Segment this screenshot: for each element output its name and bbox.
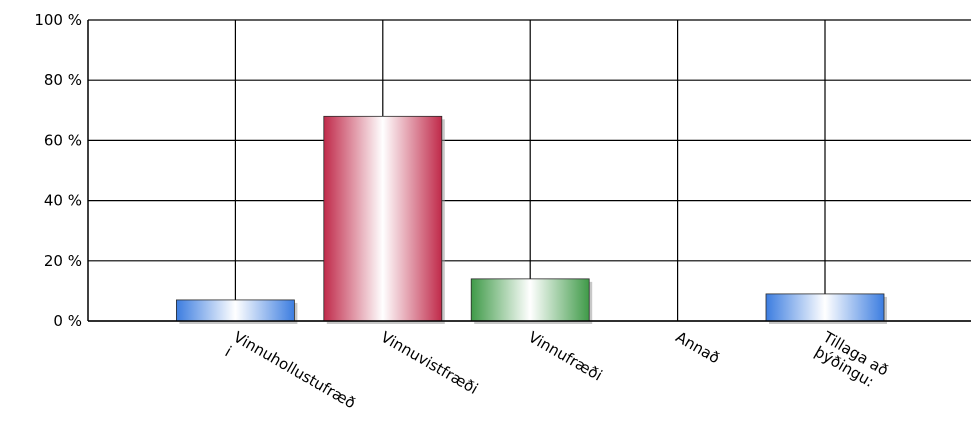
y-tick-label: 40 % — [44, 192, 82, 210]
axis-layer — [87, 20, 971, 322]
y-tick-label: 60 % — [44, 131, 82, 149]
x-category-label-line: i — [222, 343, 235, 361]
bar-1 — [323, 115, 443, 322]
x-category-label-2: Vinnufræði — [525, 328, 605, 385]
y-tick-label: 20 % — [44, 252, 82, 270]
bar-4 — [765, 293, 885, 322]
y-tick-label: 80 % — [44, 71, 82, 89]
x-category-label-line: Vinnufræði — [525, 328, 605, 385]
bar-layer — [175, 115, 885, 322]
grid-layer — [88, 19, 971, 322]
x-category-label-3: Annað — [673, 328, 723, 367]
x-category-label-line: Annað — [673, 328, 723, 367]
y-tick-label: 0 % — [53, 312, 82, 330]
y-tick-label: 100 % — [34, 11, 82, 29]
bar-0 — [175, 299, 295, 322]
y-tick-labels: 0 % 20 % 40 % 60 % 80 % 100 % — [34, 11, 82, 330]
x-category-label-1: Vinnuvistfræði — [378, 328, 481, 398]
x-category-label-line: Vinnuhollustufræð — [230, 328, 358, 412]
bar-2 — [470, 278, 590, 322]
x-category-label-line: Vinnuvistfræði — [378, 328, 481, 398]
